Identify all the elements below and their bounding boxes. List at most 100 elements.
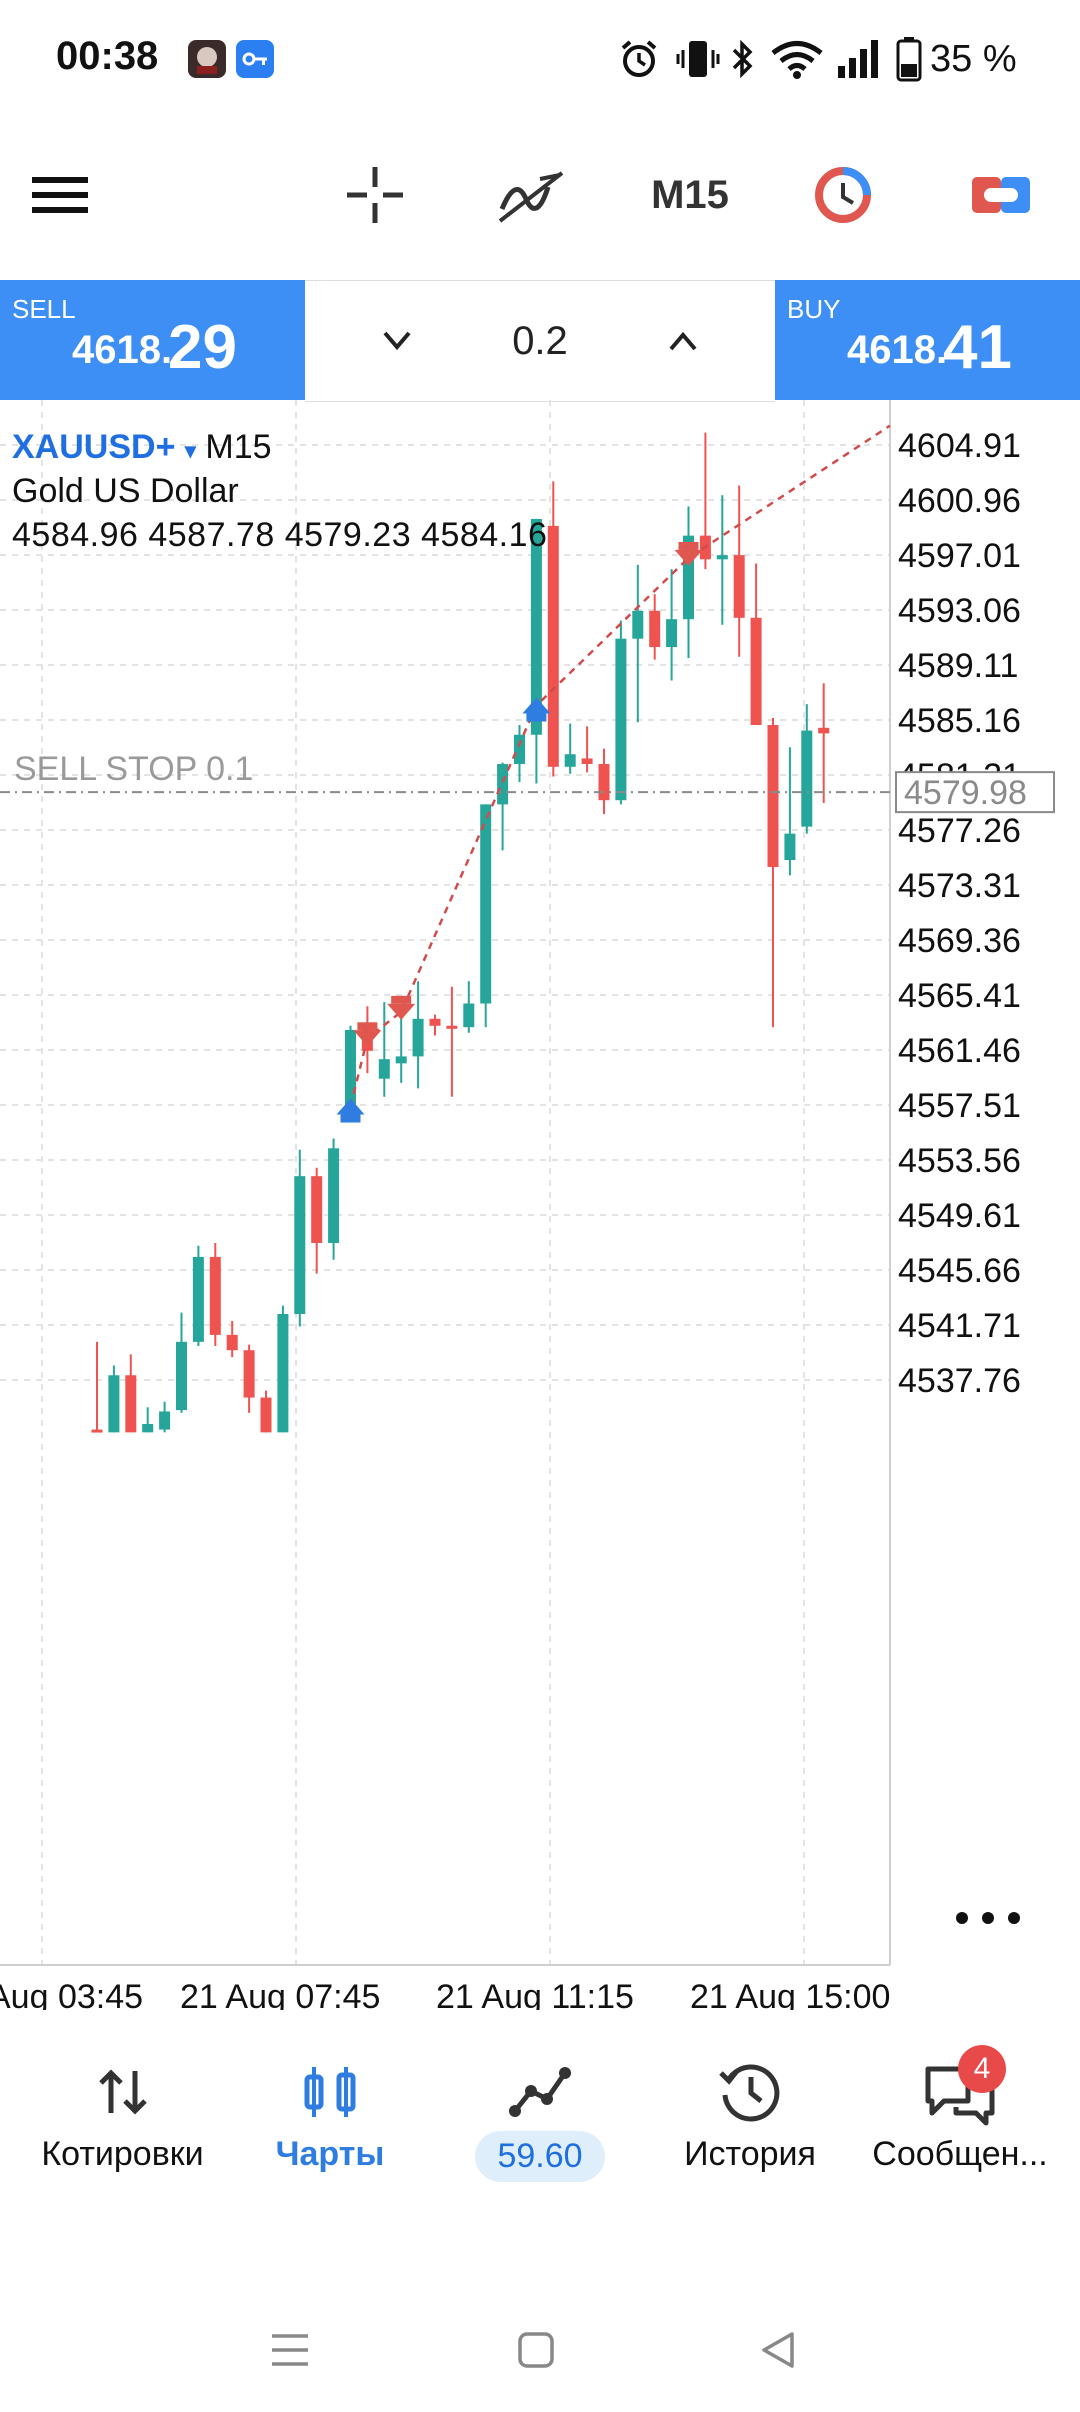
sell-marker-base [391,995,412,1004]
candle-body [395,1056,407,1064]
symbol-dropdown-icon[interactable]: ▾ [184,438,196,463]
nav-messages[interactable]: Сообщен... 4 [850,2045,1070,2235]
candle-body [277,1314,289,1433]
candle-body [649,610,661,648]
sell-price-big: 29 [168,313,237,382]
buy-marker-base [340,1114,361,1123]
price-axis-label: 4565.41 [898,977,1021,1015]
trade-toggle-button[interactable] [968,160,1034,230]
price-axis-label: 4561.46 [898,1032,1021,1070]
timeframe-button[interactable]: M15 [640,160,740,230]
trade-toggle-icon [972,177,1030,213]
crosshair-button[interactable] [340,160,410,230]
candle-body [750,617,762,726]
crosshair-icon [347,167,403,223]
candle-body [581,758,593,764]
buy-price-big: 41 [943,313,1012,382]
system-navigation-bar [0,2290,1080,2412]
trade-panel: SELL 4618. 29 0.2 BUY 4618. 41 [0,280,1080,402]
price-axis-label: 4604.91 [898,427,1021,465]
candle-body [328,1148,340,1243]
price-axis-label: 4569.36 [898,922,1021,960]
more-dot [982,1912,994,1924]
candle-body [801,730,813,827]
trade-history-line [349,424,891,1107]
candle-body [497,764,509,805]
charts-icon [304,2067,356,2117]
home-button[interactable] [516,2330,556,2370]
recent-apps-button[interactable] [268,2330,312,2370]
one-click-trading-button[interactable] [808,160,878,230]
nav-charts-label: Чарты [275,2135,385,2173]
nav-trade[interactable]: 59.60 [440,2045,640,2235]
price-chart[interactable]: SELL STOP 0.1 4604.91 4600.96 4597.01 4593.0… [0,400,1080,2010]
candle-body [463,1003,475,1028]
volume-control: 0.2 [305,280,775,402]
price-axis-label: 4541.71 [898,1307,1021,1345]
candle-body [91,1429,103,1433]
price-axis-label: 4597.01 [898,537,1021,575]
candle-body [547,525,559,767]
sell-button[interactable]: SELL 4618. 29 [0,280,305,400]
candle-body [226,1334,238,1351]
alarm-icon [621,40,657,77]
messages-badge: 4 [958,2045,1006,2093]
candle-body [784,833,796,861]
sell-marker [353,1030,382,1047]
price-axis-label: 4593.06 [898,592,1021,630]
candle-body [530,518,542,735]
price-axis-label: 4589.11 [898,647,1018,685]
vpn-key-icon [236,40,274,78]
chart-symbol-line[interactable]: XAUUSD+ ▾ M15 [12,428,272,467]
time-axis-label: 21 Aug 15:00 [690,1978,890,2010]
indicators-button[interactable] [494,160,568,230]
candle-body [666,619,678,648]
nav-charts[interactable]: Чарты [235,2045,425,2235]
candle-body [818,727,830,734]
buy-button[interactable]: BUY 4618. 41 [775,280,1080,400]
battery-percent: 35 % [930,38,1017,80]
candle-body [514,734,525,764]
more-dot [1008,1912,1020,1924]
status-bar: 00:38 35 % [0,0,1080,120]
symbol-name[interactable]: XAUUSD+ [12,428,176,466]
chart-toolbar: M15 [0,130,1080,260]
price-axis-label: 4549.61 [898,1197,1021,1235]
time-axis-label: Aug 03:45 [0,1978,143,2010]
price-axis-label: 4573.31 [898,867,1021,905]
balance-value: 59.60 [475,2131,605,2182]
nav-quotes-label: Котировки [41,2135,204,2173]
candle-body [480,804,492,1004]
chart-timeframe: M15 [205,428,272,466]
nav-history[interactable]: История [660,2045,840,2235]
candle-body [412,1018,424,1057]
nav-history-label: История [684,2135,816,2173]
volume-increase-button[interactable] [661,321,705,361]
history-icon [719,2064,780,2122]
candle-body [716,555,728,560]
bottom-navigation: Котировки Чарты 59.60 История Сообщен... [0,2045,1080,2235]
menu-button[interactable] [28,160,92,230]
price-axis-label: 4557.51 [898,1087,1021,1125]
candle-body [192,1256,204,1342]
candle-body [243,1350,255,1398]
price-axis-label: 4553.56 [898,1142,1021,1180]
sell-marker [387,1003,416,1020]
candle-body [378,1059,390,1079]
candle-body [683,535,694,620]
status-time: 00:38 [56,34,159,78]
sell-price-small: 4618. [72,328,173,372]
wifi-icon [771,41,823,79]
candle-body [294,1176,306,1314]
nav-quotes[interactable]: Котировки [10,2045,235,2235]
indicators-icon [498,171,564,223]
volume-value[interactable]: 0.2 [512,319,568,363]
sell-marker-base [357,1022,378,1031]
back-button[interactable] [758,2330,798,2370]
price-axis-label: 4545.66 [898,1252,1021,1290]
symbol-description: Gold US Dollar [12,472,239,510]
volume-decrease-button[interactable] [375,321,419,361]
menu-icon [32,177,88,213]
battery-icon [896,37,922,82]
app-avatar-icon [188,40,226,78]
